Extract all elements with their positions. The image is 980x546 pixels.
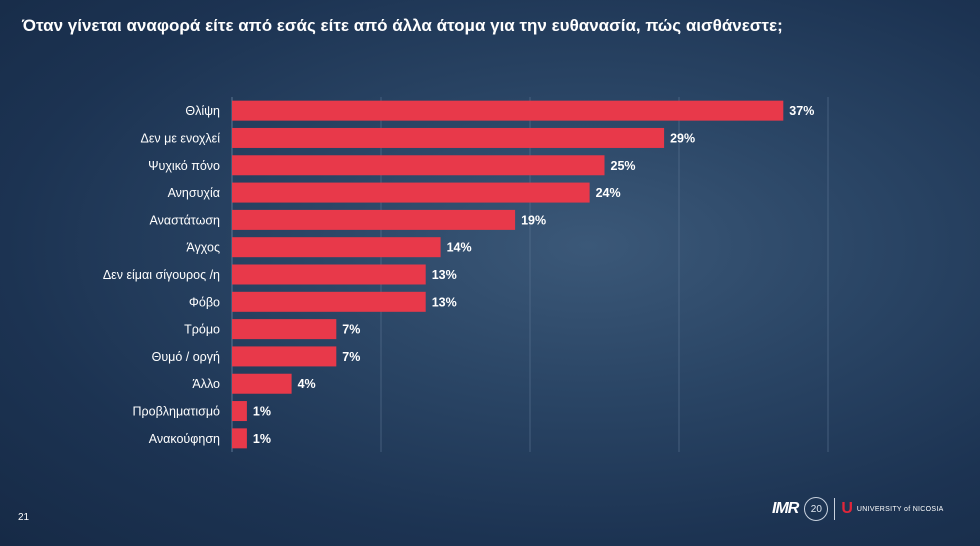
bar — [232, 127, 665, 148]
page-number: 21 — [18, 512, 30, 523]
category-label: Άγχος — [186, 241, 220, 255]
data-label: 7% — [342, 350, 360, 364]
bar — [232, 373, 292, 394]
logo-divider — [834, 498, 836, 520]
category-label: Ψυχικό πόνο — [148, 159, 220, 173]
bar — [232, 291, 426, 312]
category-label: Θυμό / οργή — [152, 350, 220, 364]
chart-title: Όταν γίνεται αναφορά είτε από εσάς είτε … — [22, 16, 783, 35]
data-label: 1% — [253, 432, 271, 446]
data-label: 24% — [596, 186, 621, 200]
category-label: Ανησυχία — [168, 186, 220, 200]
bar — [232, 346, 337, 367]
bar — [232, 100, 784, 121]
category-label: Άλλο — [192, 377, 220, 391]
unic-shield-icon: U — [841, 500, 853, 517]
bar — [232, 319, 337, 340]
data-label: 13% — [432, 295, 457, 309]
data-label: 25% — [611, 159, 636, 173]
category-label: Δεν είμαι σίγουρος /η — [103, 268, 220, 282]
imr-logo: IMR — [772, 500, 799, 517]
data-label: 14% — [447, 241, 472, 255]
data-label: 19% — [521, 213, 546, 227]
bar — [232, 428, 247, 449]
category-label: Φόβο — [189, 295, 220, 309]
category-label: Θλίψη — [185, 104, 220, 118]
bar — [232, 401, 247, 422]
bar — [232, 182, 590, 203]
category-label: Τρόμο — [184, 323, 220, 337]
category-label: Προβληματισμό — [133, 405, 221, 419]
anniversary-logo: 20 — [804, 497, 829, 521]
bar — [232, 155, 605, 176]
footer-logos: IMR 20 U UNIVERSITY of NICOSIA — [772, 494, 944, 524]
university-logo: U UNIVERSITY of NICOSIA — [841, 500, 943, 518]
bar — [232, 264, 426, 285]
category-label: Αναστάτωση — [150, 213, 221, 227]
data-label: 1% — [253, 405, 271, 419]
bar — [232, 209, 516, 230]
data-label: 4% — [298, 377, 316, 391]
university-name: UNIVERSITY of NICOSIA — [856, 505, 944, 513]
data-label: 13% — [432, 268, 457, 282]
category-label: Ανακούφηση — [149, 432, 220, 446]
category-label: Δεν με ενοχλεί — [141, 131, 221, 145]
bar — [232, 237, 441, 258]
data-label: 7% — [342, 323, 360, 337]
data-label: 37% — [789, 104, 814, 118]
data-label: 29% — [670, 131, 695, 145]
